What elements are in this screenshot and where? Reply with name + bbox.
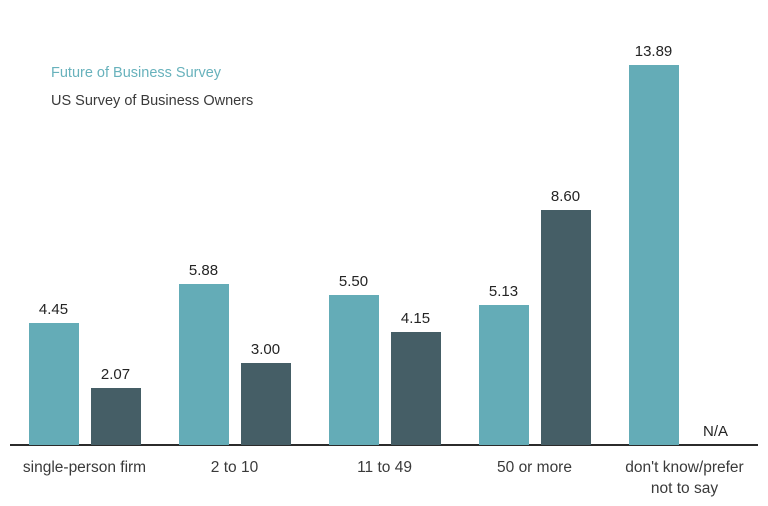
bar bbox=[240, 362, 291, 445]
bar-value-label: 3.00 bbox=[250, 340, 281, 358]
bar bbox=[478, 304, 529, 445]
bar-value-label: 4.45 bbox=[38, 301, 69, 319]
x-axis-label: 50 or more bbox=[497, 459, 572, 476]
legend-item-us-survey-of-business-owners: US Survey of Business Owners bbox=[51, 93, 254, 109]
bar-value-label: 4.15 bbox=[400, 309, 431, 327]
x-axis-label: 11 to 49 bbox=[357, 459, 412, 476]
bar-value-label: 8.60 bbox=[550, 187, 581, 205]
x-axis-label: 2 to 10 bbox=[210, 459, 259, 476]
bar-value-label: 2.07 bbox=[100, 366, 131, 384]
legend-item-future-of-business-survey: Future of Business Survey bbox=[51, 65, 222, 81]
bar bbox=[628, 65, 679, 445]
x-axis-label: single-person firm bbox=[22, 459, 147, 476]
bar bbox=[390, 331, 441, 445]
legend: Future of Business Survey US Survey of B… bbox=[51, 66, 253, 122]
x-axis-line bbox=[10, 444, 758, 446]
x-axis-label: don't know/prefer not to say bbox=[625, 459, 744, 497]
bar-value-label: 5.13 bbox=[488, 282, 519, 300]
bar bbox=[178, 284, 229, 445]
bar bbox=[328, 294, 379, 445]
bar bbox=[28, 323, 79, 445]
na-label: N/A bbox=[702, 423, 729, 440]
bar bbox=[90, 388, 141, 445]
bar-value-label: 13.89 bbox=[634, 43, 673, 60]
bar-value-label: 5.50 bbox=[338, 272, 369, 290]
bar-value-label: 5.88 bbox=[188, 262, 219, 280]
bar bbox=[540, 209, 591, 445]
